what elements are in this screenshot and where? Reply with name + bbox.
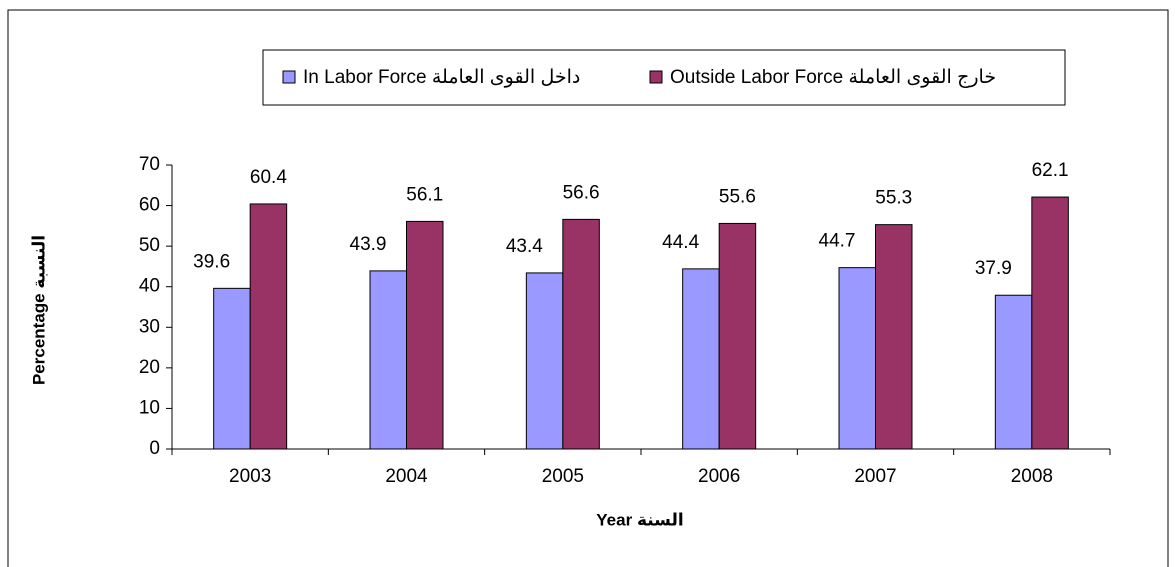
bar bbox=[562, 218, 600, 450]
x-tick-label: 2006 bbox=[698, 466, 740, 487]
y-tick-label: 0 bbox=[149, 438, 160, 459]
data-label: 55.6 bbox=[719, 186, 756, 207]
data-label: 43.9 bbox=[350, 234, 387, 255]
bar bbox=[525, 272, 564, 450]
data-label: 56.6 bbox=[563, 182, 600, 203]
x-tick-label: 2008 bbox=[1011, 466, 1053, 487]
data-label: 60.4 bbox=[250, 167, 287, 188]
x-tick-label: 2003 bbox=[229, 466, 271, 487]
y-tick-label: 40 bbox=[139, 276, 160, 297]
bar bbox=[249, 203, 288, 450]
x-axis-label: Year السنة bbox=[596, 510, 683, 529]
data-label: 44.7 bbox=[819, 231, 856, 252]
y-tick-label: 70 bbox=[139, 154, 160, 175]
y-tick-label: 50 bbox=[139, 235, 160, 256]
data-label: 39.6 bbox=[193, 251, 230, 272]
legend-box bbox=[262, 49, 1066, 106]
legend-label: Outside Labor Force خارج القوى العاملة bbox=[670, 67, 996, 88]
bar bbox=[682, 268, 720, 450]
x-tick-label: 2005 bbox=[542, 466, 584, 487]
legend-swatch bbox=[649, 70, 663, 84]
bar bbox=[406, 220, 444, 450]
y-tick-label: 30 bbox=[139, 316, 160, 337]
data-label: 62.1 bbox=[1032, 160, 1069, 181]
bar bbox=[838, 267, 876, 450]
x-tick-label: 2007 bbox=[854, 466, 896, 487]
bar bbox=[213, 287, 251, 450]
data-label: 56.1 bbox=[406, 184, 443, 205]
bar bbox=[994, 294, 1033, 450]
bar bbox=[875, 224, 913, 450]
data-label: 44.4 bbox=[662, 232, 699, 253]
legend-label: In Labor Force داخل القوى العاملة bbox=[303, 67, 580, 88]
y-tick-label: 20 bbox=[139, 357, 160, 378]
x-tick-label: 2004 bbox=[385, 466, 428, 487]
data-label: 55.3 bbox=[875, 188, 912, 209]
y-axis-label: Percentage النسبة bbox=[29, 235, 48, 385]
y-tick-label: 10 bbox=[139, 397, 160, 418]
bar bbox=[1031, 196, 1069, 450]
legend-swatch bbox=[282, 70, 296, 84]
bar bbox=[718, 222, 757, 450]
bar bbox=[369, 270, 407, 450]
data-label: 43.4 bbox=[506, 236, 543, 257]
y-tick-label: 60 bbox=[139, 195, 160, 216]
data-label: 37.9 bbox=[975, 258, 1012, 279]
